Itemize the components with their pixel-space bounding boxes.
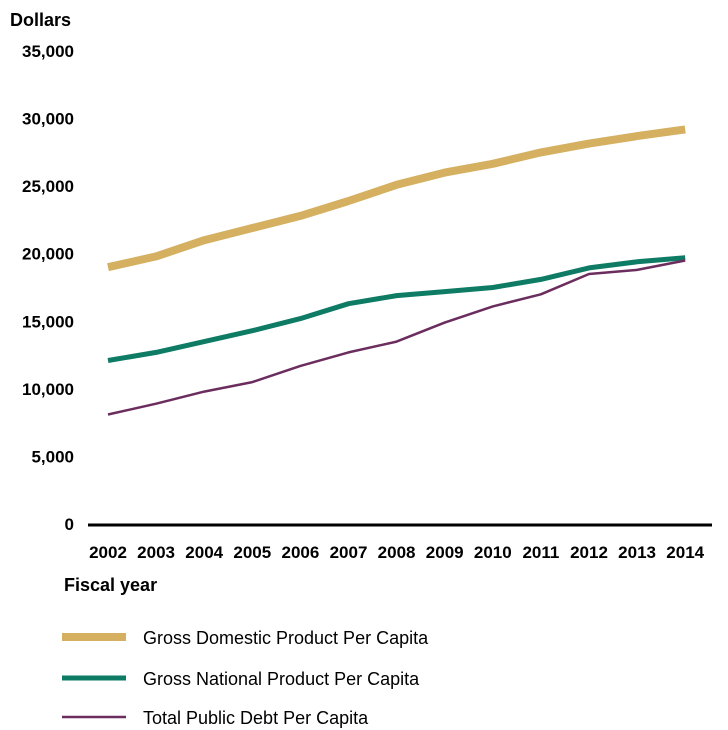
series-lines — [107, 125, 686, 416]
x-tick-label: 2011 — [522, 543, 559, 562]
x-tick-label: 2002 — [89, 543, 127, 562]
x-tick-label: 2005 — [233, 543, 271, 562]
legend-label: Total Public Debt Per Capita — [143, 708, 369, 728]
y-tick-label: 20,000 — [22, 245, 74, 264]
x-tick-label: 2013 — [618, 543, 656, 562]
legend-label: Gross Domestic Product Per Capita — [143, 628, 429, 648]
x-tick-label: 2004 — [185, 543, 223, 562]
x-tick-label: 2007 — [330, 543, 368, 562]
y-tick-label: 10,000 — [22, 380, 74, 399]
legend: Gross Domestic Product Per Capita Gross N… — [62, 628, 429, 728]
x-axis-title: Fiscal year — [64, 575, 157, 595]
series-line-gross-domestic-product-per-capita — [107, 125, 686, 272]
y-axis-tick-labels: 0 5,000 10,000 15,000 20,000 25,000 30,000 35,0… — [22, 42, 74, 534]
series-line-total-public-debt-per-capita — [107, 259, 686, 416]
x-tick-label: 2003 — [137, 543, 175, 562]
y-tick-label: 30,000 — [22, 110, 74, 129]
y-axis-title: Dollars — [10, 10, 71, 30]
y-tick-label: 0 — [65, 515, 74, 534]
x-tick-label: 2014 — [666, 543, 704, 562]
y-tick-label: 25,000 — [22, 177, 74, 196]
x-tick-label: 2012 — [570, 543, 608, 562]
series-line-gross-national-product-per-capita — [107, 255, 686, 363]
y-tick-label: 15,000 — [22, 312, 74, 331]
x-tick-label: 2008 — [378, 543, 416, 562]
x-tick-label: 2010 — [474, 543, 512, 562]
x-tick-label: 2009 — [426, 543, 464, 562]
x-tick-label: 2006 — [281, 543, 319, 562]
x-axis-tick-labels: 2002 2003 2004 2005 2006 2007 2008 2009 2010 2011… — [89, 543, 705, 562]
y-tick-label: 35,000 — [22, 42, 74, 61]
legend-label: Gross National Product Per Capita — [143, 669, 420, 689]
y-tick-label: 5,000 — [31, 447, 74, 466]
